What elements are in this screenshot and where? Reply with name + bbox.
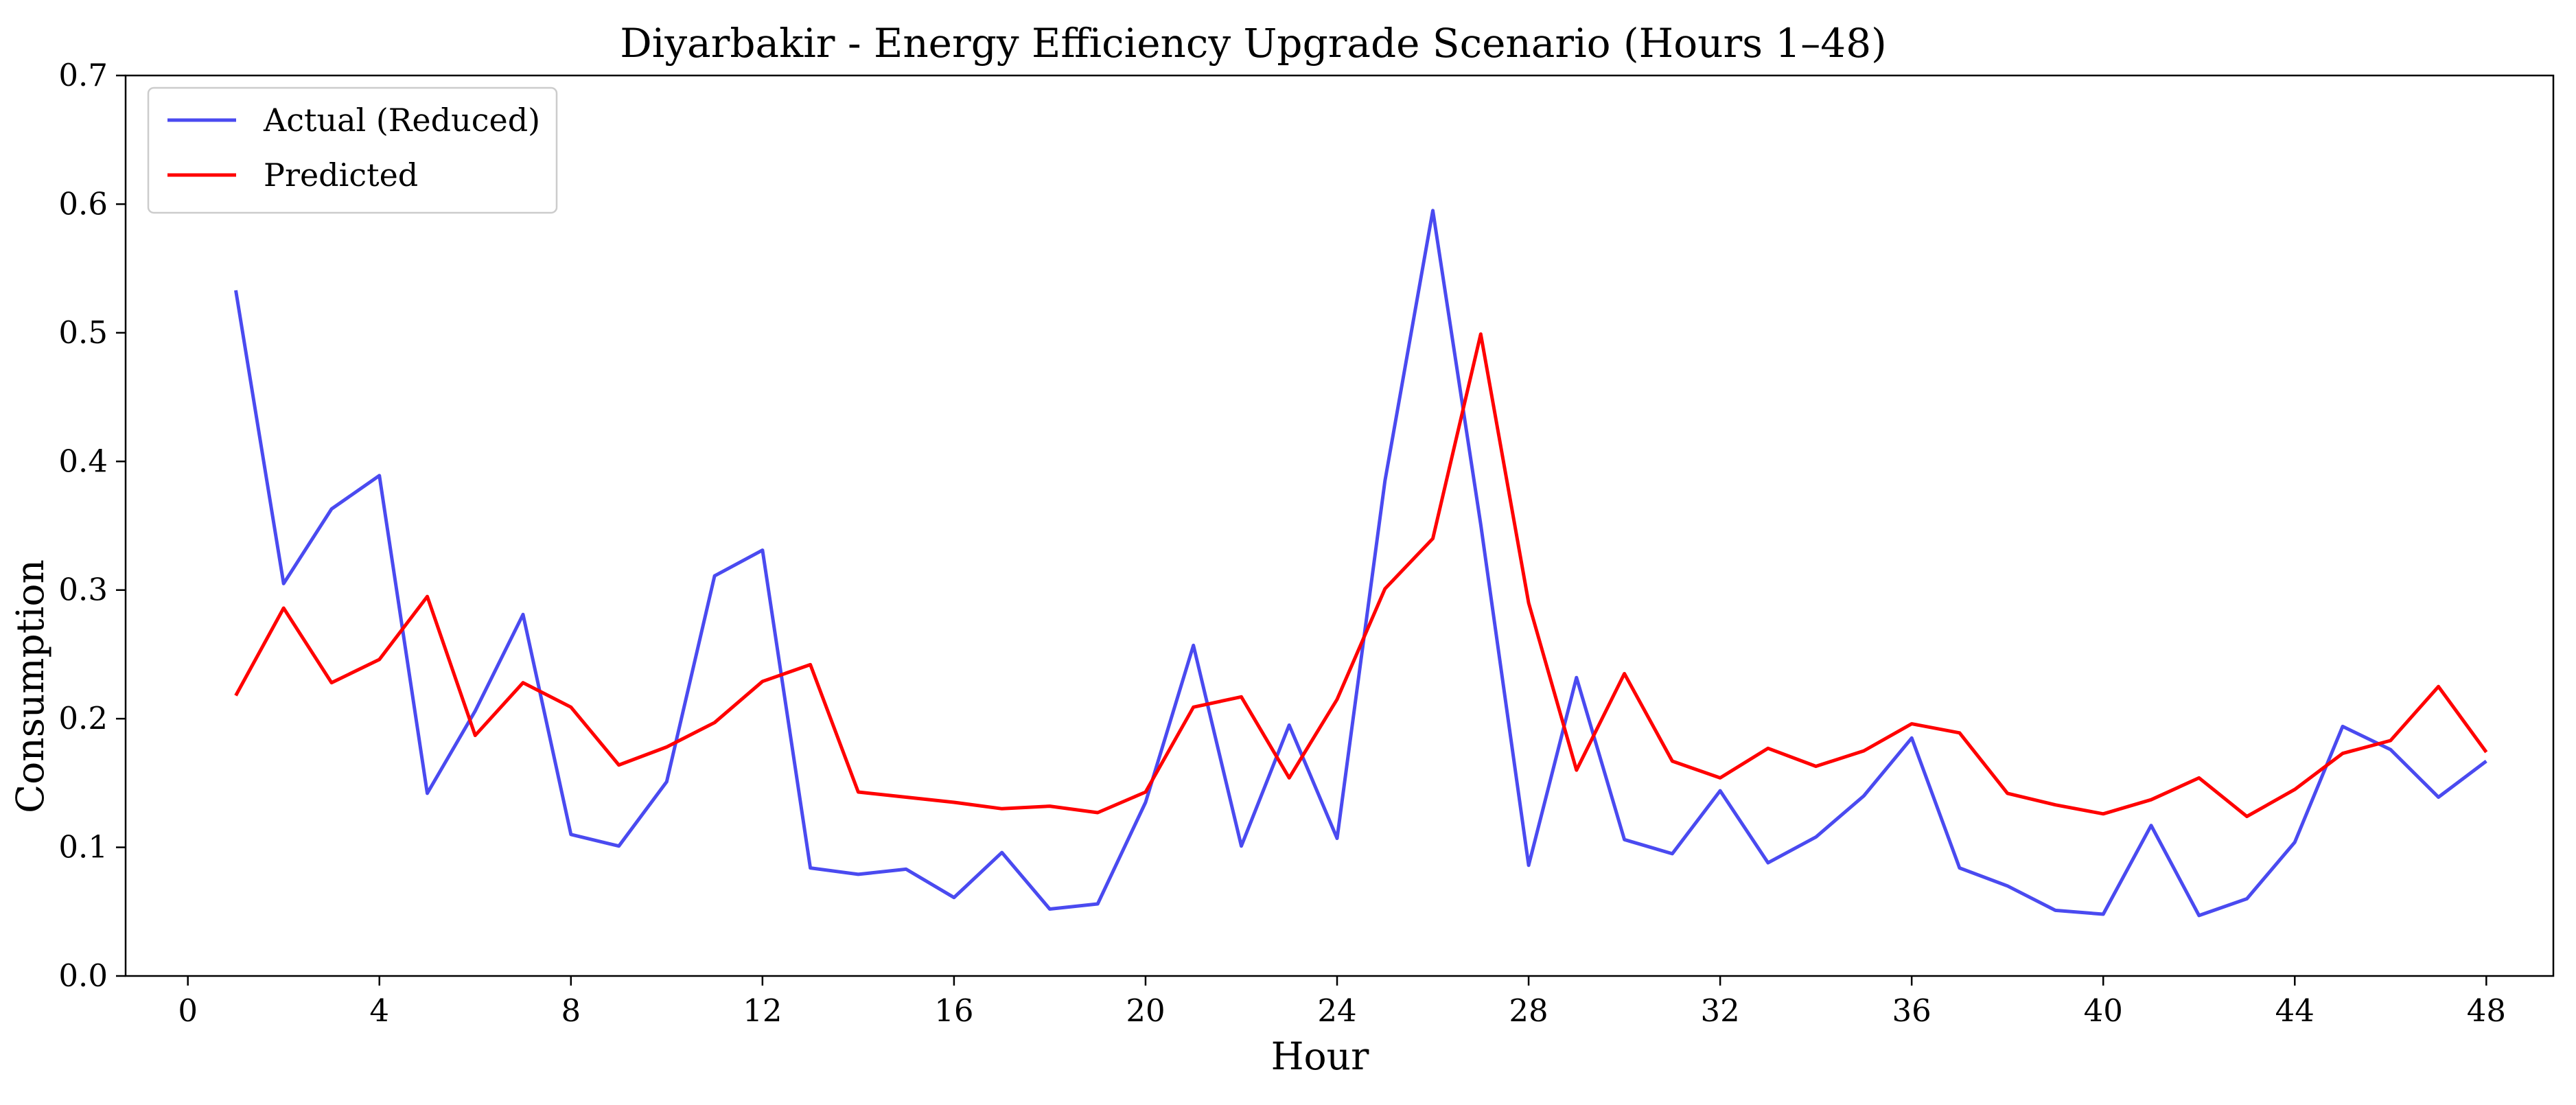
y-tick-label: 0.7: [58, 57, 108, 93]
x-axis: 0 4 8 12 16 20 24 28 32 36 40 44 48: [178, 976, 2506, 1029]
y-tick-label: 0.5: [58, 314, 108, 351]
x-tick-label: 36: [1892, 992, 1931, 1029]
y-tick-label: 0.4: [58, 443, 108, 479]
y-tick-label: 0.6: [58, 185, 108, 222]
legend-label-1: Actual (Reduced): [263, 102, 540, 139]
x-tick-label: 16: [934, 992, 973, 1029]
plot-frame: [124, 74, 2555, 977]
x-tick-label: 12: [743, 992, 782, 1029]
series-line-2: [234, 332, 2488, 819]
series-line-1: [234, 209, 2487, 918]
y-axis-label: Consumption: [8, 559, 52, 813]
legend: Actual (Reduced) Predicted: [147, 86, 558, 214]
y-tick-label: 0.0: [58, 957, 108, 994]
x-tick-label: 20: [1126, 992, 1165, 1029]
x-tick-label: 0: [178, 992, 198, 1029]
x-tick-label: 40: [2084, 992, 2123, 1029]
y-tick-label: 0.2: [58, 700, 108, 736]
x-tick-label: 44: [2275, 992, 2314, 1029]
y-tick-label: 0.1: [58, 829, 108, 865]
x-tick-label: 4: [369, 992, 389, 1029]
chart-title: Diyarbakir - Energy Efficiency Upgrade S…: [620, 20, 1886, 67]
legend-label-2: Predicted: [264, 156, 418, 194]
x-tick-label: 32: [1700, 992, 1739, 1029]
y-axis: 0.0 0.1 0.2 0.3 0.4 0.5 0.6 0.7: [58, 57, 126, 994]
legend-box: [147, 86, 558, 214]
x-tick-label: 8: [561, 992, 581, 1029]
y-tick-label: 0.3: [58, 572, 108, 608]
x-tick-label: 48: [2467, 992, 2506, 1029]
x-tick-label: 24: [1317, 992, 1356, 1029]
plot-area: [124, 74, 2555, 977]
x-axis-label: Hour: [1271, 1034, 1369, 1078]
x-tick-label: 28: [1509, 992, 1548, 1029]
